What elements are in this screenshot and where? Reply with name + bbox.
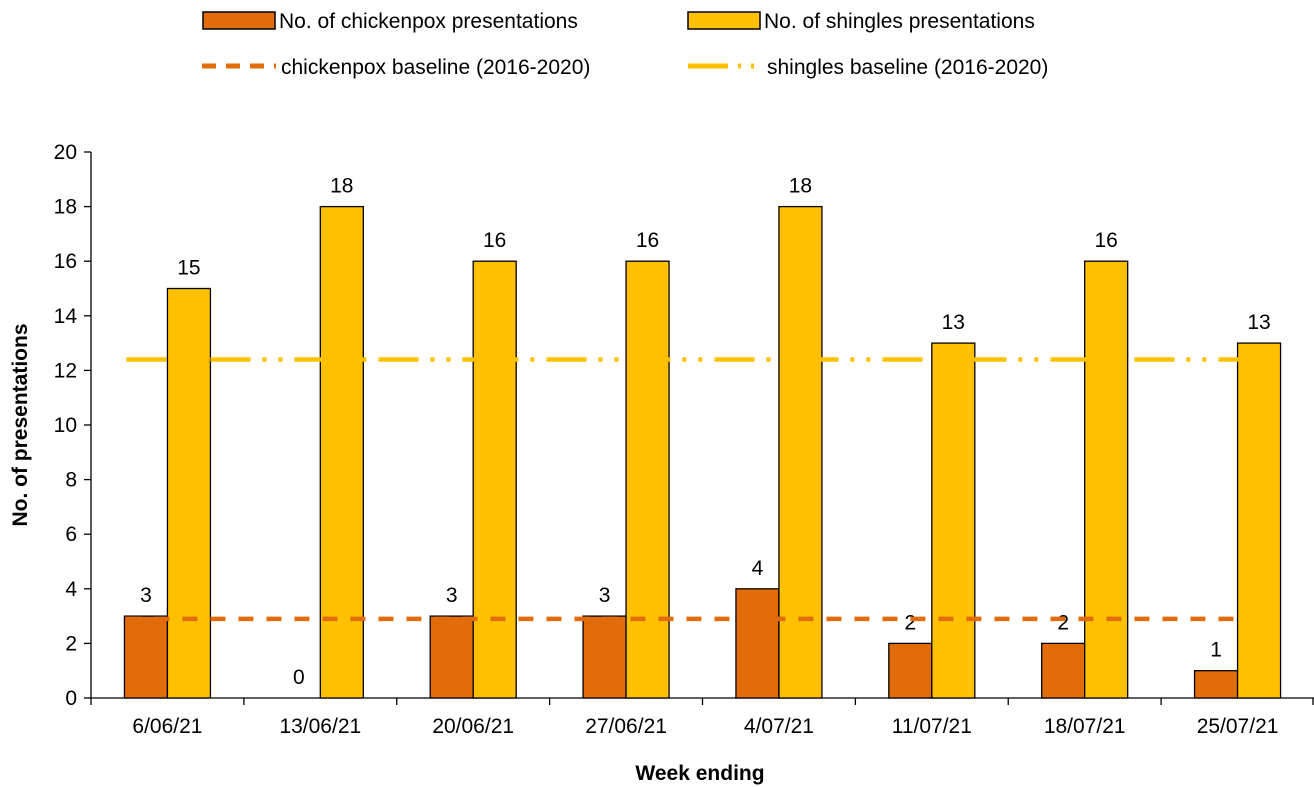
- x-tick-label: 18/07/21: [1044, 715, 1126, 738]
- shingles-bar: [931, 342, 976, 699]
- shingles-data-label: 15: [177, 257, 200, 280]
- plot-area: 024681012141618206/06/2131513/06/2101820…: [54, 141, 1314, 738]
- shingles-bar: [166, 287, 212, 699]
- shingles-data-label: 18: [789, 175, 812, 198]
- shingles-data-label: 16: [1095, 229, 1118, 252]
- chickenpox-bar: [429, 615, 474, 699]
- chickenpox-data-label: 2: [1057, 611, 1069, 634]
- x-axis-title: Week ending: [635, 762, 764, 785]
- x-tick-label: 6/06/21: [132, 715, 202, 738]
- y-tick-label: 0: [65, 687, 77, 710]
- shingles-bar: [625, 260, 670, 699]
- legend-label-shingles-baseline: shingles baseline (2016-2020): [767, 56, 1048, 79]
- chickenpox-bar: [888, 642, 933, 699]
- y-tick-label: 8: [65, 469, 77, 492]
- legend-item-chickenpox-bars: No. of chickenpox presentations: [202, 10, 578, 33]
- legend-label-chickenpox-bars: No. of chickenpox presentations: [279, 10, 578, 33]
- chickenpox-bar: [735, 588, 780, 699]
- shingles-data-label: 13: [942, 311, 965, 334]
- chickenpox-data-label: 3: [140, 584, 152, 607]
- y-tick-label: 2: [65, 632, 77, 655]
- legend: No. of chickenpox presentations No. of s…: [202, 10, 1048, 79]
- chickenpox-bar: [123, 615, 169, 699]
- y-tick-label: 20: [54, 141, 77, 164]
- shingles-bar: [1084, 260, 1129, 699]
- chickenpox-data-label: 4: [752, 557, 764, 580]
- x-tick-label: 20/06/21: [432, 715, 514, 738]
- shingles-data-label: 16: [483, 229, 506, 252]
- chickenpox-data-label: 1: [1210, 639, 1222, 662]
- x-tick-label: 13/06/21: [279, 715, 361, 738]
- shingles-bar: [778, 205, 823, 699]
- legend-label-chickenpox-baseline: chickenpox baseline (2016-2020): [281, 56, 590, 79]
- y-tick-label: 18: [54, 196, 77, 219]
- y-tick-label: 4: [65, 578, 77, 601]
- legend-item-shingles-bars: No. of shingles presentations: [687, 10, 1035, 33]
- legend-item-shingles-baseline: shingles baseline (2016-2020): [688, 56, 1048, 79]
- x-tick-label: 25/07/21: [1197, 715, 1279, 738]
- chickenpox-data-label: 2: [904, 611, 916, 634]
- shingles-data-label: 16: [636, 229, 659, 252]
- chickenpox-bar: [1193, 670, 1239, 699]
- legend-swatch-shingles-bars: [687, 11, 761, 30]
- legend-label-shingles-bars: No. of shingles presentations: [764, 10, 1035, 33]
- y-axis-title: No. of presentations: [9, 323, 32, 526]
- shingles-data-label: 18: [330, 175, 353, 198]
- y-tick-label: 16: [54, 250, 77, 273]
- y-tick-label: 10: [54, 414, 77, 437]
- y-tick-label: 14: [54, 305, 78, 328]
- shingles-bar: [472, 260, 517, 699]
- chickenpox-data-label: 0: [293, 666, 305, 689]
- chickenpox-bar: [1041, 642, 1086, 699]
- x-tick-label: 27/06/21: [585, 715, 667, 738]
- x-tick-label: 11/07/21: [892, 715, 972, 738]
- y-tick-label: 6: [65, 523, 77, 546]
- shingles-bar: [1236, 342, 1282, 699]
- chickenpox-bar: [582, 615, 627, 699]
- chickenpox-data-label: 3: [446, 584, 458, 607]
- shingles-data-label: 13: [1247, 311, 1270, 334]
- legend-item-chickenpox-baseline: chickenpox baseline (2016-2020): [202, 56, 590, 79]
- chickenpox-data-label: 3: [599, 584, 611, 607]
- shingles-bar: [319, 205, 364, 699]
- x-tick-label: 4/07/21: [744, 715, 814, 738]
- y-tick-label: 12: [54, 359, 77, 382]
- legend-swatch-chickenpox-bars: [202, 11, 276, 30]
